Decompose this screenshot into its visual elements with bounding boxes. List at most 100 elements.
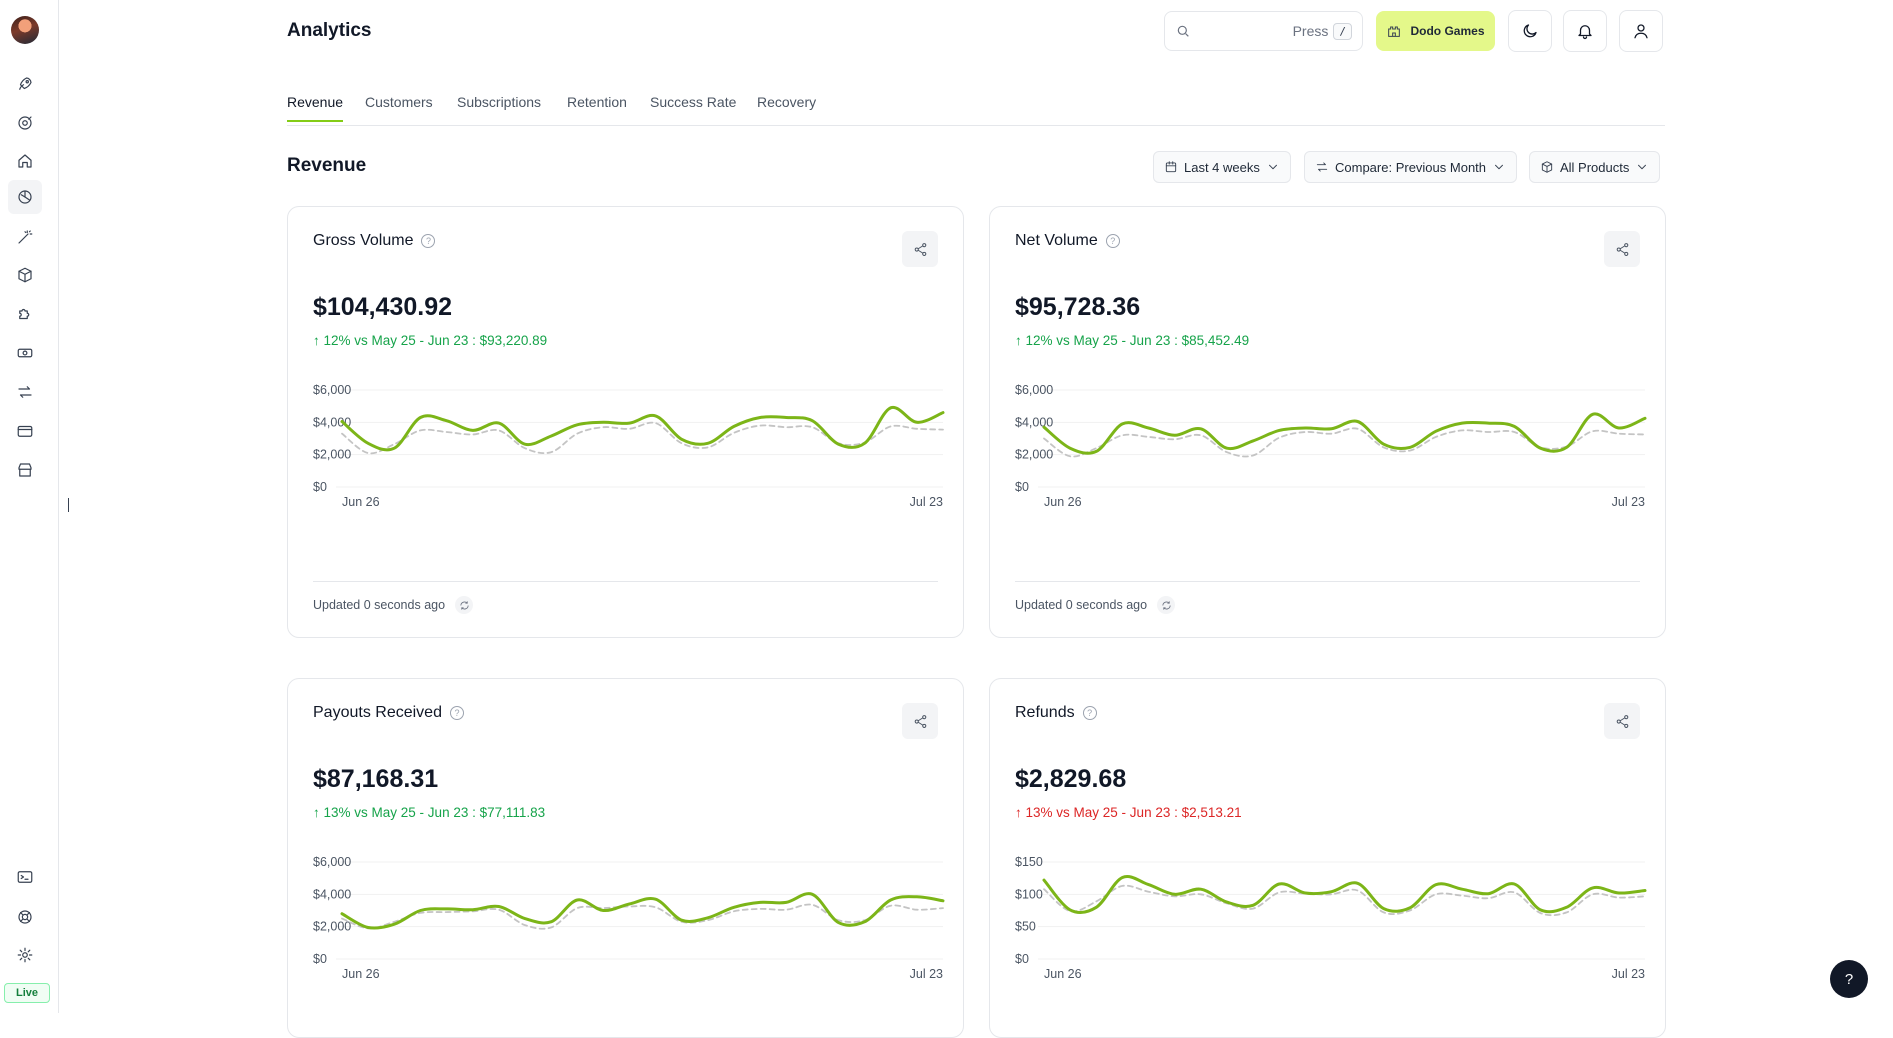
metric-delta: ↑ 12% vs May 25 - Jun 23 : $85,452.49 (1015, 333, 1249, 348)
y-tick-label: $6,000 (313, 383, 351, 397)
support-icon[interactable] (13, 905, 37, 929)
tab-recovery[interactable]: Recovery (757, 94, 817, 110)
chevron-down-icon (1268, 164, 1277, 170)
analytics-icon[interactable] (8, 180, 42, 214)
share-icon (1616, 714, 1628, 728)
y-tick-label: $4,000 (313, 887, 351, 901)
store-icon[interactable] (13, 458, 37, 482)
terminal-icon[interactable] (13, 865, 37, 889)
help-chat-button[interactable]: ? (1830, 960, 1868, 998)
x-tick-label: Jun 26 (342, 495, 380, 509)
previous-period-line (341, 903, 944, 930)
home-icon[interactable] (13, 149, 37, 173)
card-footer: Updated 0 seconds ago (313, 581, 938, 614)
y-tick-label: $150 (1015, 855, 1043, 869)
settings-icon[interactable] (13, 943, 37, 967)
box-icon[interactable] (13, 263, 37, 287)
current-period-line (1042, 412, 1647, 455)
castle-icon (1388, 26, 1401, 37)
previous-period-line (1043, 884, 1646, 917)
target-icon[interactable] (13, 111, 37, 135)
card-footer: Updated 0 seconds ago (1015, 581, 1640, 614)
gross-volume-chart: $0 $2,000 $4,000 $6,000 Jun 26 Jul 23 (313, 383, 945, 509)
section-title: Revenue (287, 155, 367, 176)
y-tick-label: $100 (1015, 887, 1043, 901)
share-button[interactable] (902, 231, 938, 267)
products-filter[interactable]: All Products (1529, 151, 1661, 183)
sidebar: Live (0, 0, 59, 1013)
current-period-line (340, 892, 945, 930)
refunds-card: Refunds ? $2,829.68 ↑ 13% vs May 25 - Ju… (989, 678, 1666, 1038)
analytics-tabs: Revenue Customers Subscriptions Retentio… (287, 90, 1665, 126)
business-name: Dodo Games (1410, 24, 1485, 38)
y-tick-label: $2,000 (313, 920, 351, 934)
business-switcher-button[interactable]: Dodo Games (1376, 11, 1495, 51)
y-tick-label: $4,000 (313, 415, 351, 429)
text-cursor (68, 498, 69, 512)
arrow-up-icon: ↑ (1015, 805, 1026, 820)
x-tick-label: Jul 23 (1612, 967, 1645, 981)
products-filter-label: All Products (1560, 159, 1630, 175)
tab-retention[interactable]: Retention (567, 94, 627, 110)
y-tick-label: $0 (1015, 952, 1029, 966)
tab-customers[interactable]: Customers (365, 94, 433, 110)
x-tick-label: Jun 26 (1044, 967, 1082, 981)
help-icon[interactable]: ? (449, 706, 464, 720)
compare-filter-label: Compare: Previous Month (1335, 159, 1487, 175)
compare-filter[interactable]: Compare: Previous Month (1304, 151, 1518, 183)
arrow-up-icon: ↑ (313, 333, 324, 348)
metric-amount: $2,829.68 (1015, 765, 1127, 793)
transfer-icon[interactable] (13, 380, 37, 404)
chevron-down-icon (1495, 164, 1503, 170)
share-icon (1616, 242, 1628, 256)
payouts-received-card: Payouts Received ? $87,168.31 ↑ 13% vs M… (287, 678, 964, 1038)
account-button[interactable] (1619, 10, 1663, 52)
rocket-icon[interactable] (13, 72, 37, 96)
net-volume-chart: $0 $2,000 $4,000 $6,000 Jun 26 Jul 23 (1015, 383, 1647, 509)
metric-delta: ↑ 13% vs May 25 - Jun 23 : $2,513.21 (1015, 805, 1242, 820)
share-icon (914, 242, 926, 256)
help-icon[interactable]: ? (1105, 234, 1120, 248)
share-button[interactable] (1604, 703, 1640, 739)
refresh-icon[interactable] (1157, 596, 1176, 614)
arrow-up-icon: ↑ (313, 805, 324, 820)
x-tick-label: Jun 26 (1044, 495, 1082, 509)
card-title-text: Gross Volume (313, 232, 414, 249)
card-title: Refunds ? (1015, 704, 1097, 722)
calendar-icon (1165, 161, 1177, 173)
box-icon (1541, 161, 1553, 173)
y-tick-label: $0 (313, 480, 327, 494)
search-kbd: / (1333, 22, 1352, 40)
help-icon[interactable]: ? (421, 234, 436, 248)
compare-arrows-icon (1316, 162, 1328, 172)
search-icon (1177, 25, 1189, 37)
x-tick-label: Jul 23 (1612, 495, 1645, 509)
current-period-line (340, 405, 945, 452)
y-tick-label: $2,000 (1015, 448, 1053, 462)
metric-amount: $87,168.31 (313, 765, 439, 793)
y-tick-label: $50 (1015, 920, 1036, 934)
avatar[interactable] (11, 16, 39, 44)
notifications-button[interactable] (1563, 10, 1607, 52)
share-button[interactable] (902, 703, 938, 739)
refresh-icon[interactable] (455, 596, 474, 614)
money-icon[interactable] (13, 341, 37, 365)
period-filter[interactable]: Last 4 weeks (1153, 151, 1291, 183)
x-tick-label: Jun 26 (342, 967, 380, 981)
help-icon[interactable]: ? (1082, 706, 1097, 720)
theme-toggle-button[interactable] (1508, 10, 1552, 52)
search-input[interactable]: Press / (1164, 11, 1363, 51)
net-volume-card: Net Volume ? $95,728.36 ↑ 12% vs May 25 … (989, 206, 1666, 638)
arrow-up-icon: ↑ (1015, 333, 1026, 348)
live-mode-badge[interactable]: Live (4, 983, 50, 1003)
share-button[interactable] (1604, 231, 1640, 267)
card-title-text: Refunds (1015, 704, 1075, 721)
tab-success-rate[interactable]: Success Rate (650, 94, 737, 110)
tab-revenue[interactable]: Revenue (287, 94, 344, 122)
share-icon (914, 714, 926, 728)
wallet-icon[interactable] (13, 419, 37, 443)
magic-wand-icon[interactable] (13, 225, 37, 249)
search-hint-text: Press (1292, 23, 1329, 39)
puzzle-icon[interactable] (13, 302, 37, 326)
tab-subscriptions[interactable]: Subscriptions (457, 94, 542, 110)
